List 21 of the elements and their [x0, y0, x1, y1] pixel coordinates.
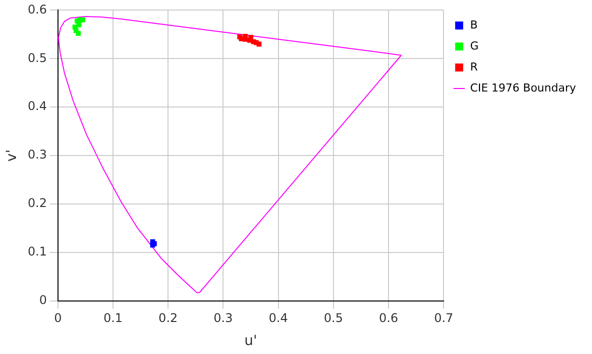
legend-label: B	[470, 18, 478, 32]
y-tick-label: 0.1	[28, 244, 47, 258]
y-tick-label: 0.3	[28, 148, 47, 162]
x-tick-label: 0	[54, 311, 62, 326]
x-tick-label: 0.2	[158, 311, 178, 326]
x-tick-label: 0.6	[379, 311, 398, 326]
legend-label: R	[470, 60, 478, 74]
legend-label: G	[470, 39, 479, 52]
x-axis-title: u'	[244, 333, 258, 350]
legend-label: CIE 1976 Boundary	[470, 81, 576, 94]
x-tick-label: 0.4	[268, 311, 288, 326]
x-tick-label: 0.1	[103, 311, 123, 326]
y-tick-label: 0.2	[28, 196, 47, 210]
y-axis-title: v'	[4, 149, 20, 162]
y-tick-label: 0.6	[28, 2, 47, 16]
y-tick-label: 0	[39, 292, 47, 307]
x-tick-label: 0.7	[434, 311, 454, 326]
x-tick-label: 0.5	[324, 311, 343, 326]
y-tick-label: 0.5	[28, 50, 47, 65]
y-tick-label: 0.4	[28, 99, 47, 114]
x-tick-label: 0.3	[214, 311, 233, 326]
